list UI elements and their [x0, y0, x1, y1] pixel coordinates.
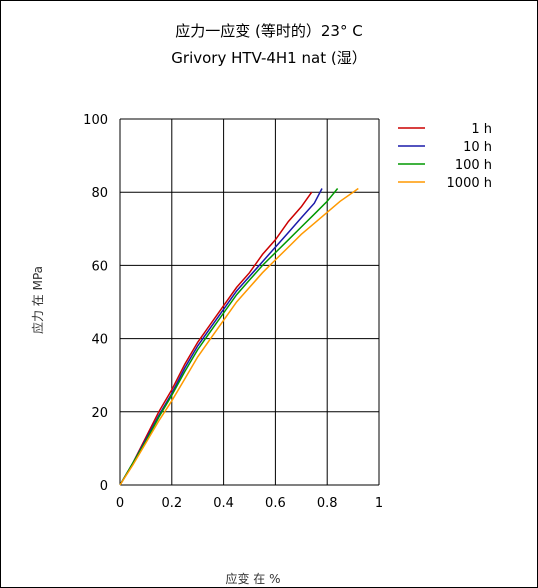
y-tick-label: 0 [100, 479, 108, 494]
legend-label: 10 h [463, 140, 492, 155]
y-tick-label: 80 [91, 186, 108, 201]
series-line-10-h [119, 188, 323, 486]
legend: 1 h 10 h 100 h 1000 h [398, 122, 492, 191]
x-tick-label: 0.2 [161, 496, 182, 511]
y-tick-label: 20 [91, 406, 108, 421]
x-tick-label: 0.8 [317, 496, 338, 511]
x-axis-label: 应变 在 % [225, 571, 280, 586]
series-line-1000-h [119, 187, 359, 486]
y-tick-label: 100 [83, 113, 108, 128]
series-group [119, 187, 359, 486]
y-tick-label: 40 [91, 333, 108, 348]
legend-label: 100 h [455, 158, 492, 173]
chart-subtitle: Grivory HTV-4H1 nat (湿） [171, 49, 367, 67]
tick-labels: 0 0.2 0.4 0.6 0.8 1 0 20 40 60 80 100 [83, 113, 383, 511]
legend-label: 1000 h [447, 176, 492, 191]
x-tick-label: 0 [116, 496, 124, 511]
legend-label: 1 h [471, 122, 492, 137]
grid [119, 118, 380, 486]
chart-title: 应力一应变 (等时的）23° C [175, 22, 363, 40]
y-tick-label: 60 [91, 259, 108, 274]
series-line-100-h [119, 188, 339, 486]
y-axis-label: 应力 在 MPa [30, 266, 45, 334]
x-tick-label: 0.6 [265, 496, 286, 511]
series-line-1-h [119, 191, 313, 486]
x-tick-label: 0.4 [213, 496, 234, 511]
x-tick-label: 1 [375, 496, 383, 511]
